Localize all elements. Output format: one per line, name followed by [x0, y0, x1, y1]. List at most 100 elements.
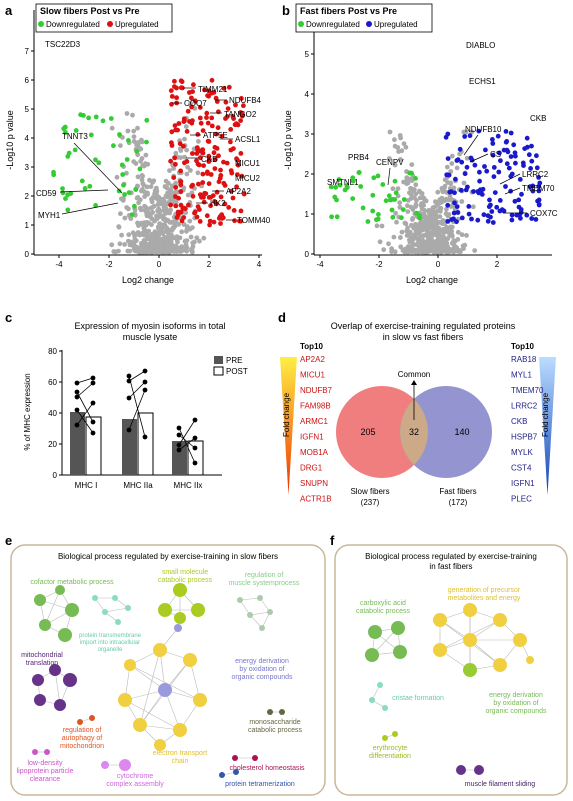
term-label: monosaccharide — [249, 719, 300, 726]
data-point — [143, 208, 149, 214]
data-point — [465, 184, 470, 190]
data-point — [529, 216, 535, 221]
x-tick-label: -2 — [105, 260, 113, 269]
term-label: carboxylic acid — [360, 600, 406, 607]
data-point — [501, 147, 507, 153]
term-label: organic compounds — [485, 708, 547, 715]
panel-f: f Biological process regulated by exerci… — [330, 533, 568, 796]
data-point — [78, 112, 83, 118]
data-point — [470, 204, 476, 210]
data-point — [184, 147, 190, 153]
data-point — [151, 194, 157, 200]
data-point — [447, 226, 453, 232]
data-point — [219, 133, 225, 139]
top10-item: CKB — [511, 417, 527, 426]
bar-post-mhc-iia — [137, 412, 154, 476]
data-point — [413, 222, 418, 228]
data-point — [468, 155, 474, 161]
data-point — [464, 233, 469, 238]
y-axis-label: -Log10 p value — [5, 110, 15, 170]
gene-label: CKB — [201, 155, 217, 164]
y-axis-label: % of MHC expression — [23, 373, 32, 450]
data-point — [212, 157, 218, 162]
data-point — [151, 234, 157, 239]
data-point — [466, 211, 472, 217]
top10-item: FAM98B — [300, 402, 331, 411]
data-point — [232, 218, 238, 224]
data-point — [221, 85, 227, 91]
term-label: catabolic process — [356, 608, 411, 615]
x-ticks: MHC I MHC IIa MHC IIx — [75, 481, 203, 490]
data-point — [181, 221, 187, 227]
data-point — [375, 216, 381, 222]
term-label: small molecule — [162, 569, 208, 576]
data-point — [222, 183, 228, 188]
data-point — [178, 155, 184, 161]
gene-label: TIMM21 — [198, 85, 228, 94]
data-point — [214, 146, 220, 151]
data-point — [156, 230, 162, 236]
y-tick-label: 4 — [305, 90, 310, 99]
data-point — [503, 139, 509, 145]
data-point — [436, 227, 442, 233]
data-point — [386, 241, 391, 247]
data-point — [448, 181, 454, 187]
data-point — [141, 243, 147, 249]
data-point — [398, 135, 403, 141]
data-point — [135, 220, 140, 226]
paired-lines — [74, 368, 198, 466]
data-point — [410, 216, 416, 221]
data-point — [138, 158, 144, 164]
data-point — [239, 113, 245, 119]
data-point — [172, 123, 178, 128]
term-label: cristae formation — [392, 695, 444, 702]
data-point — [397, 200, 403, 206]
data-point — [148, 205, 154, 211]
data-point — [207, 218, 213, 224]
data-point — [433, 224, 439, 229]
data-point — [492, 190, 498, 196]
data-point — [183, 242, 189, 247]
data-point — [226, 84, 232, 90]
data-point — [190, 151, 195, 156]
data-point — [178, 189, 184, 194]
term-label: generation of precursor — [448, 587, 521, 594]
data-point — [176, 195, 182, 201]
data-point — [88, 132, 94, 138]
data-point — [120, 172, 126, 177]
data-point — [417, 232, 423, 238]
data-point — [235, 172, 240, 178]
data-point — [496, 169, 502, 175]
data-point — [157, 249, 163, 255]
data-point — [197, 219, 203, 224]
y-tick-label: 40 — [48, 409, 57, 418]
data-point — [458, 187, 464, 193]
data-point — [82, 186, 88, 191]
y-tick-label: 2 — [305, 170, 310, 179]
top10-item: HSPB7 — [511, 433, 538, 442]
data-point — [185, 108, 191, 114]
panel-letter-e: e — [5, 533, 12, 548]
data-point — [192, 209, 198, 215]
data-point — [413, 176, 418, 181]
x-ticks: -4 -2 0 2 4 — [55, 255, 262, 269]
data-point — [407, 170, 412, 176]
y-tick-label: 5 — [305, 50, 310, 59]
data-point — [445, 172, 450, 178]
y-tick-label: 2 — [25, 192, 30, 201]
data-point — [408, 192, 414, 197]
data-point — [174, 85, 179, 91]
scatter-points-a — [51, 77, 247, 255]
data-point — [413, 249, 418, 254]
top10-item: AP2A2 — [300, 355, 325, 364]
data-point — [241, 191, 247, 197]
data-point — [128, 216, 134, 222]
data-point — [497, 150, 502, 156]
data-point — [164, 210, 170, 216]
data-point — [466, 204, 472, 209]
data-point — [239, 173, 245, 179]
data-point — [423, 248, 429, 254]
top10-item: MICU1 — [300, 371, 325, 380]
data-point — [472, 162, 478, 168]
y-ticks: 0 1 2 3 4 5 6 7 — [25, 47, 34, 259]
